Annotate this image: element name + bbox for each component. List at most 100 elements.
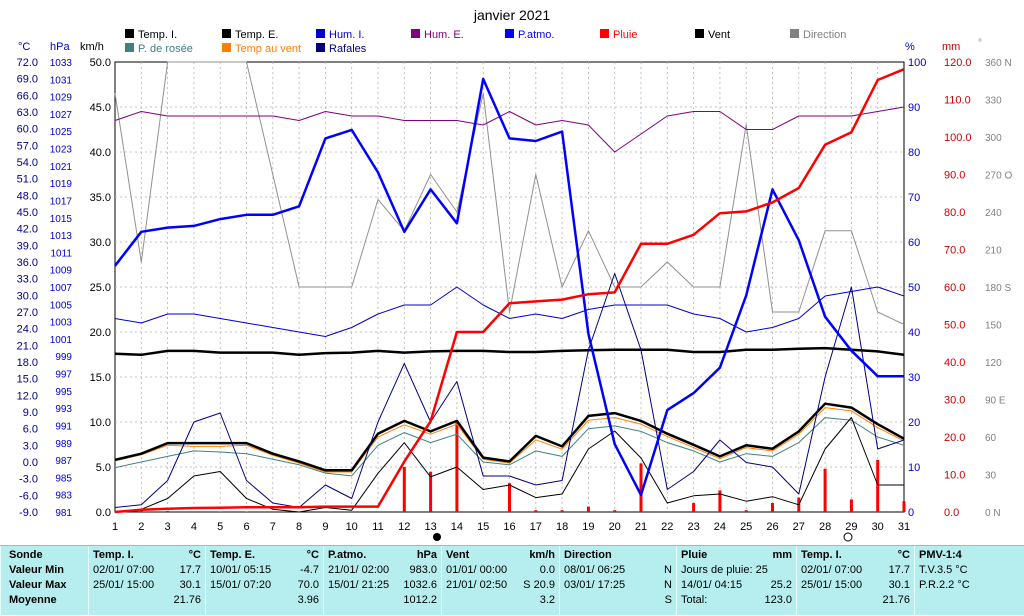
pluie-title: Pluie	[681, 548, 707, 563]
temp-tick-label: 36.0	[17, 257, 38, 269]
mm-tick-label: 10.0	[944, 470, 965, 482]
mm-tick-label: 40.0	[944, 357, 965, 369]
hpa-tick-label: 1001	[50, 335, 73, 346]
temp-tick-label: 66.0	[17, 90, 38, 102]
x-tick-label: 5	[217, 521, 223, 533]
percent-tick-label: 100	[908, 57, 926, 69]
direction-max-val: N	[664, 578, 672, 593]
unit-degree: °	[978, 38, 982, 49]
rain-bar	[850, 499, 853, 512]
kmh-tick-label: 30.0	[90, 237, 111, 249]
hpa-tick-label: 1019	[50, 179, 73, 190]
percent-tick-label: 60	[908, 237, 920, 249]
hpa-tick-label: 1011	[50, 248, 72, 259]
unit-hpa: hPa	[50, 41, 70, 53]
hpa-tick-label: 1003	[50, 318, 73, 329]
rain-bar	[508, 483, 511, 512]
kmh-tick-label: 20.0	[90, 327, 111, 339]
x-tick-label: 6	[243, 521, 249, 533]
temp-tick-label: 6.0	[23, 424, 38, 436]
rain-bar	[561, 510, 564, 512]
summary-pmv: PMV-1:4 T.V.3.5 °C P.R.2.2 °C	[914, 546, 1024, 616]
x-tick-label: 28	[819, 521, 831, 533]
temp-tick-label: 63.0	[17, 107, 38, 119]
temp-i-max-val: 30.1	[180, 578, 201, 593]
percent-tick-label: 70	[908, 192, 920, 204]
mm-tick-label: 30.0	[944, 395, 965, 407]
temp-e-max-val: 70.0	[298, 578, 319, 593]
direction-tick-label: 300	[985, 133, 1002, 144]
direction-tick-label: 120	[985, 358, 1002, 369]
legend-label: Vent	[708, 29, 730, 41]
temp-tick-label: 21.0	[17, 340, 38, 352]
temp-tick-label: 24.0	[17, 324, 38, 336]
legend-label: Temp au vent	[235, 43, 301, 55]
temp-tick-label: -6.0	[19, 490, 38, 502]
temp-tick-label: -3.0	[19, 474, 38, 486]
temp-i2-avg: 21.76	[882, 593, 910, 608]
summary-temp-e: Temp. E.°C 10/01/ 05:15-4.7 15/01/ 07:20…	[205, 546, 323, 616]
hpa-tick-label: 997	[55, 370, 72, 381]
temp-e-title: Temp. E.	[210, 548, 255, 563]
rain-bar	[692, 503, 695, 512]
x-tick-label: 2	[138, 521, 144, 533]
temp-tick-label: 72.0	[17, 57, 38, 69]
kmh-tick-label: 50.0	[90, 57, 111, 69]
legend-label: Pluie	[613, 29, 637, 41]
kmh-tick-label: 35.0	[90, 192, 111, 204]
temp-e-max-date: 15/01/ 07:20	[210, 578, 271, 593]
row-label-avg: Moyenne	[9, 593, 88, 608]
chart-title: janvier 2021	[473, 7, 550, 23]
patmo-min-val: 983.0	[409, 563, 437, 578]
temp-e-avg: 3.96	[298, 593, 319, 608]
temp-i-max-date: 25/01/ 15:00	[93, 578, 154, 593]
hpa-tick-label: 1005	[50, 300, 73, 311]
rain-bar	[324, 511, 327, 512]
patmo-max-val: 1032.6	[403, 578, 437, 593]
temp-tick-label: 39.0	[17, 240, 38, 252]
direction-tick-label: 270 O	[985, 171, 1012, 182]
legend-swatch	[125, 43, 134, 52]
hpa-tick-label: 993	[55, 404, 72, 415]
kmh-tick-label: 25.0	[90, 282, 111, 294]
temp-i-avg: 21.76	[173, 593, 201, 608]
direction-tick-label: 360 N	[985, 58, 1012, 69]
legend-swatch	[222, 43, 231, 52]
x-tick-label: 15	[477, 521, 489, 533]
legend-swatch	[695, 29, 704, 38]
hpa-tick-label: 1033	[50, 58, 73, 69]
x-tick-label: 13	[424, 521, 436, 533]
direction-tick-label: 240	[985, 208, 1002, 219]
unit-percent: %	[905, 41, 915, 53]
patmo-max-date: 15/01/ 21:25	[328, 578, 389, 593]
percent-tick-label: 20	[908, 417, 920, 429]
hpa-tick-label: 987	[55, 456, 72, 467]
moon-phase-icons	[433, 533, 852, 541]
x-tick-label: 1	[112, 521, 118, 533]
kmh-tick-label: 10.0	[90, 417, 111, 429]
direction-min-val: N	[664, 563, 672, 578]
unit-celsius: °C	[18, 41, 30, 53]
hpa-tick-label: 995	[55, 387, 72, 398]
patmo-min-date: 21/01/ 02:00	[328, 563, 389, 578]
temp-tick-label: -9.0	[19, 507, 38, 519]
temp-tick-label: 69.0	[17, 74, 38, 86]
rain-bar	[429, 472, 432, 512]
temp-tick-label: 3.0	[23, 440, 38, 452]
row-label-sonde: Sonde	[9, 548, 88, 563]
chart-grid	[115, 62, 904, 512]
rain-bar	[771, 503, 774, 512]
temp-tick-label: 42.0	[17, 224, 38, 236]
temp-i-min-date: 02/01/ 07:00	[93, 563, 154, 578]
x-tick-label: 25	[740, 521, 752, 533]
percent-tick-label: 80	[908, 147, 920, 159]
legend-label: Hum. I.	[329, 29, 364, 41]
legend-label: Temp. I.	[138, 29, 177, 41]
legend-swatch	[505, 29, 514, 38]
hpa-tick-label: 999	[55, 352, 72, 363]
direction-tick-label: 330	[985, 96, 1002, 107]
hpa-tick-label: 1009	[50, 266, 73, 277]
